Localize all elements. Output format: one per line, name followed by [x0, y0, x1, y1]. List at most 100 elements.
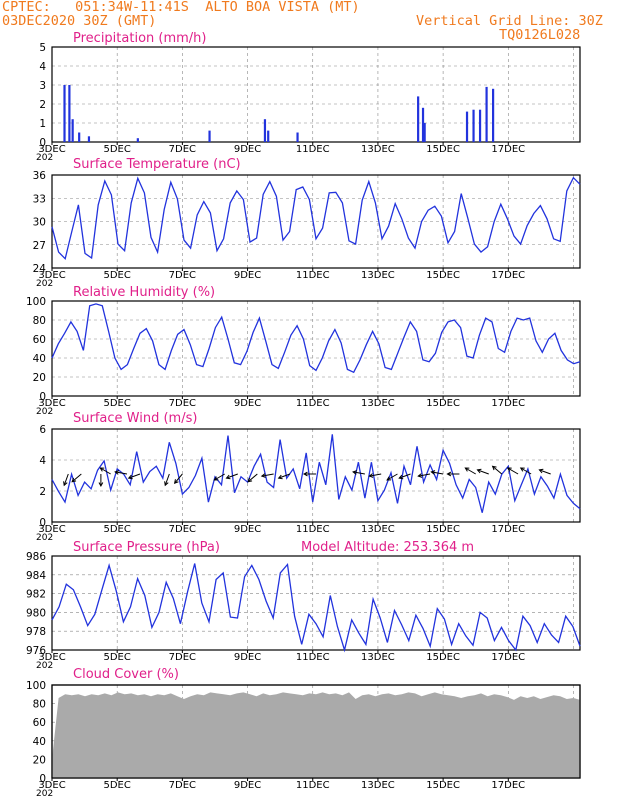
wind-vector-head — [260, 473, 266, 478]
wind-vector-head — [491, 465, 497, 471]
x-tick-label: 13DEC — [361, 270, 395, 281]
wind-vector-head — [446, 471, 452, 477]
series-line — [51, 562, 581, 653]
precip-bar — [472, 109, 475, 142]
wind-vector — [352, 471, 365, 475]
x-tick-label: 9DEC — [234, 524, 261, 535]
wind-vector-head — [225, 474, 231, 480]
x-tick-label: 3DEC — [38, 524, 65, 535]
x-tick-label: 11DEC — [296, 652, 330, 663]
precip-bar — [492, 88, 495, 142]
wind-vector — [477, 469, 489, 475]
precip-bar — [485, 86, 488, 142]
x-tick-label: 17DEC — [491, 652, 525, 663]
x-tick-label: 17DEC — [491, 398, 525, 409]
wind-vector-head — [506, 467, 512, 472]
precip-bar — [263, 119, 267, 142]
panel-title: Relative Humidity (%) — [73, 285, 215, 300]
run-id: TQ0126L028 — [499, 27, 581, 43]
precip-bar — [421, 107, 425, 142]
y-tick-label: 20 — [33, 754, 46, 766]
precip-bar — [423, 123, 426, 142]
y-tick-label: 40 — [33, 353, 46, 365]
year-stub: 202 — [36, 407, 53, 417]
wind-vector — [128, 473, 141, 479]
wind-vector — [386, 473, 398, 481]
x-tick-label: 17DEC — [491, 524, 525, 535]
wind-vector-head — [464, 467, 470, 472]
year-stub: 202 — [36, 153, 53, 163]
wind-vector — [115, 471, 128, 475]
x-tick-label: 17DEC — [491, 144, 525, 155]
y-tick-label: 100 — [26, 680, 46, 692]
x-tick-label: 9DEC — [234, 652, 261, 663]
year-stub: 202 — [36, 533, 53, 543]
x-tick-label: 5DEC — [103, 524, 130, 535]
y-tick-label: 80 — [33, 699, 46, 711]
x-tick-label: 11DEC — [296, 144, 330, 155]
x-tick-label: 15DEC — [426, 780, 460, 791]
y-tick-label: 5 — [39, 42, 46, 54]
y-tick-label: 0 — [39, 517, 46, 529]
wind-vector — [278, 473, 291, 479]
wind-vector-head — [98, 482, 104, 488]
wind-vector-head — [173, 479, 179, 484]
x-tick-label: 13DEC — [361, 524, 395, 535]
x-tick-label: 5DEC — [103, 270, 130, 281]
wind-vector — [226, 473, 238, 479]
wind-vector-head — [213, 476, 219, 481]
precip-bar — [68, 85, 71, 142]
series-line — [51, 303, 581, 374]
y-tick-label: 976 — [26, 645, 46, 657]
x-tick-label: 5DEC — [103, 652, 130, 663]
wind-vector-head — [352, 470, 358, 475]
y-tick-label: 4 — [39, 61, 46, 73]
x-tick-label: 3DEC — [38, 780, 65, 791]
y-tick-label: 27 — [33, 240, 46, 252]
y-tick-label: 40 — [33, 736, 46, 748]
series-line — [51, 434, 581, 513]
x-tick-label: 7DEC — [169, 780, 196, 791]
panel-frame — [51, 300, 581, 397]
wind-vector — [71, 473, 82, 483]
wind-vector — [507, 467, 519, 475]
x-tick-label: 15DEC — [426, 398, 460, 409]
precip-bar — [296, 132, 299, 142]
x-tick-label: 9DEC — [234, 270, 261, 281]
wind-vector — [399, 473, 411, 479]
wind-vector-head — [164, 481, 169, 487]
x-tick-label: 9DEC — [234, 398, 261, 409]
x-tick-label: 7DEC — [169, 652, 196, 663]
panel-title: Cloud Cover (%) — [73, 667, 179, 682]
wind-vector-head — [386, 476, 392, 481]
precip-bar — [87, 136, 91, 142]
y-tick-label: 33 — [33, 193, 46, 205]
wind-vector — [369, 473, 382, 477]
x-tick-label: 5DEC — [103, 144, 130, 155]
wind-vector-head — [538, 468, 544, 474]
panel-frame — [51, 428, 581, 523]
wind-vector — [174, 473, 183, 484]
x-tick-label: 15DEC — [426, 652, 460, 663]
y-tick-label: 1 — [39, 118, 46, 130]
panel-frame — [51, 46, 581, 143]
y-tick-label: 980 — [26, 607, 46, 619]
year-stub: 202 — [36, 279, 53, 289]
precip-bar — [465, 111, 469, 142]
panel-title: Surface Pressure (hPa) — [73, 540, 220, 555]
x-tick-label: 15DEC — [426, 524, 460, 535]
wind-vector — [214, 473, 225, 481]
panel-frame-top — [51, 684, 581, 779]
x-tick-label: 13DEC — [361, 652, 395, 663]
y-tick-label: 60 — [33, 717, 46, 729]
station-header: CPTEC: 051:34W-11:41S ALTO BOA VISTA (MT… — [2, 0, 360, 15]
wind-vector-head — [277, 474, 283, 480]
wind-vector-head — [114, 470, 120, 475]
x-tick-label: 7DEC — [169, 398, 196, 409]
wind-vector — [520, 467, 532, 475]
wind-vector — [492, 465, 503, 475]
run-date: 03DEC2020 30Z (GMT) — [2, 13, 157, 29]
x-tick-label: 11DEC — [296, 780, 330, 791]
x-tick-label: 9DEC — [234, 780, 261, 791]
